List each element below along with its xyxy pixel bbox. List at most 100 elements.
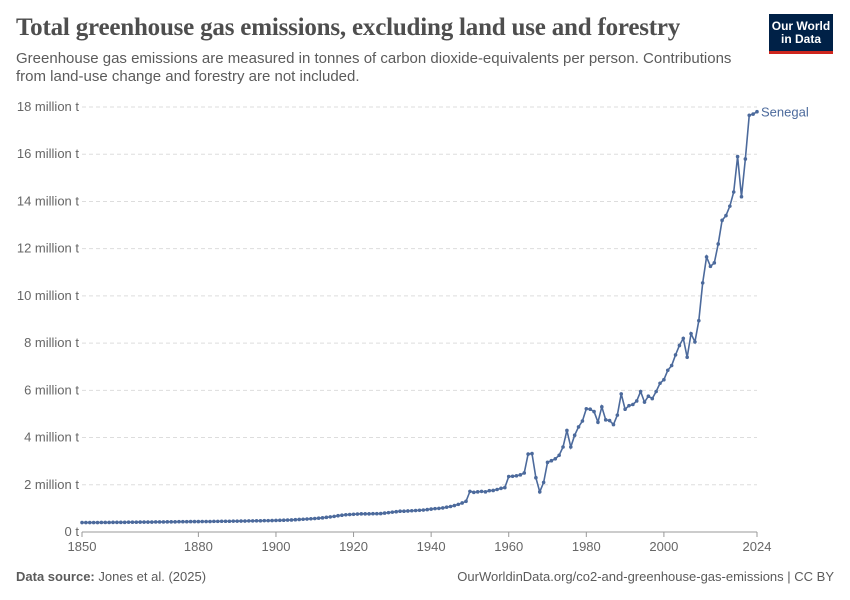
data-point (115, 520, 119, 525)
data-point (126, 520, 131, 525)
y-axis-ticks: 0 t 2 million t 4 million t 6 million t 8 mi… (17, 99, 80, 539)
data-point (596, 420, 600, 425)
data-point (332, 514, 336, 519)
data-point (99, 520, 104, 525)
data-point (250, 519, 255, 523)
data-point (402, 509, 406, 514)
data-point (324, 515, 329, 520)
x-tick-label: 1960 (494, 539, 523, 554)
data-point (235, 519, 239, 523)
data-point (394, 509, 399, 514)
data-point (173, 520, 177, 524)
data-point (103, 520, 108, 525)
y-tick-label: 6 million t (24, 382, 79, 397)
data-point (328, 515, 333, 519)
data-point (165, 520, 170, 524)
data-point (386, 510, 391, 515)
data-point (84, 520, 88, 525)
data-point (142, 520, 146, 524)
y-tick-label: 2 million t (24, 477, 79, 492)
data-point (258, 518, 263, 523)
data-point (658, 381, 662, 386)
data-point (638, 389, 643, 394)
data-point (731, 190, 736, 194)
data-point (196, 519, 201, 524)
data-point (107, 520, 111, 525)
data-point (212, 519, 216, 524)
data-point (572, 433, 577, 437)
owid-logo[interactable]: Our World in Data (769, 14, 833, 54)
logo-line-2: in Data (780, 31, 821, 46)
data-point (654, 389, 658, 394)
data-point (712, 261, 717, 265)
data-point (204, 519, 208, 524)
data-point (487, 488, 492, 493)
data-point (359, 512, 364, 516)
data-point (615, 413, 620, 417)
data-point (708, 264, 713, 269)
data-point (499, 486, 503, 491)
data-point (514, 474, 519, 478)
x-tick-label: 1980 (572, 539, 601, 554)
data-point (130, 520, 135, 525)
data-point (355, 512, 360, 516)
data-point (545, 460, 550, 465)
data-point (425, 507, 430, 512)
data-point (293, 517, 298, 522)
data-point (689, 331, 693, 336)
data-point (662, 377, 666, 382)
data-point (448, 504, 453, 509)
data-point (479, 489, 484, 494)
data-source-text: Jones et al. (2025) (98, 569, 207, 584)
data-point (247, 519, 251, 523)
data-point (390, 510, 395, 514)
data-point (336, 513, 340, 518)
data-point (111, 520, 115, 525)
data-point (138, 520, 142, 524)
data-point (518, 473, 523, 477)
grid-lines (82, 106, 757, 486)
data-point (530, 451, 534, 456)
series-label-senegal[interactable]: Senegal (761, 105, 809, 120)
data-point (122, 520, 127, 525)
data-point (429, 507, 433, 511)
data-point (444, 505, 449, 510)
data-point (421, 508, 426, 512)
data-point (728, 204, 732, 208)
y-tick-label: 8 million t (24, 335, 79, 350)
data-point (223, 519, 228, 524)
data-point (398, 509, 402, 514)
data-point (475, 490, 480, 494)
y-tick-label: 16 million t (17, 146, 80, 161)
data-point (600, 405, 604, 409)
chart-subtitle: Greenhouse gas emissions are measured in… (16, 50, 732, 85)
data-point (305, 517, 309, 521)
data-point (413, 508, 418, 513)
data-point (177, 519, 181, 524)
data-point (320, 516, 325, 520)
data-point (270, 518, 274, 523)
data-point (693, 340, 697, 344)
data-point (627, 403, 631, 408)
data-point (243, 519, 247, 523)
data-point (646, 394, 651, 399)
data-point (340, 513, 344, 518)
data-point (367, 512, 371, 516)
source-link[interactable]: OurWorldinData.org/co2-and-greenhouse-ga… (457, 569, 834, 584)
data-point (382, 511, 387, 515)
data-point (409, 508, 414, 513)
data-point (588, 407, 592, 412)
data-point (150, 520, 154, 524)
data-point (607, 418, 612, 423)
data-point (541, 480, 546, 485)
data-point (650, 396, 655, 401)
y-tick-label: 4 million t (24, 430, 79, 445)
data-point (281, 518, 286, 522)
data-point (642, 400, 647, 404)
data-point (491, 488, 496, 493)
data-point (634, 399, 639, 403)
data-point (343, 512, 348, 517)
data-point (704, 255, 709, 259)
data-point (700, 281, 705, 285)
data-point (534, 475, 538, 480)
